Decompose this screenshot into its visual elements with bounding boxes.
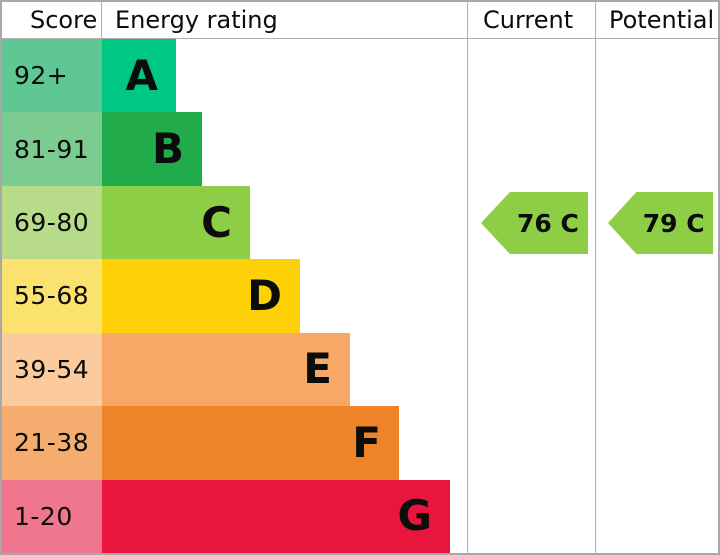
band-row-f: 21-38 F xyxy=(2,406,718,480)
column-divider-current xyxy=(467,2,468,553)
score-range-f: 21-38 xyxy=(2,406,102,480)
band-row-a: 92+ A xyxy=(2,39,718,113)
band-letter-b: B xyxy=(151,124,184,174)
band-row-c: 69-80 C xyxy=(2,185,718,260)
rating-bar-e: E xyxy=(102,332,350,407)
band-letter-g: G xyxy=(397,491,432,541)
score-range-e: 39-54 xyxy=(2,332,102,407)
band-letter-e: E xyxy=(303,344,332,394)
score-range-b: 81-91 xyxy=(2,112,102,186)
score-range-c: 69-80 xyxy=(2,185,102,260)
rating-bar-d: D xyxy=(102,259,300,333)
score-range-d: 55-68 xyxy=(2,259,102,333)
band-letter-c: C xyxy=(201,197,232,247)
header-potential: Potential xyxy=(609,6,715,34)
band-row-d: 55-68 D xyxy=(2,259,718,333)
column-divider-potential xyxy=(595,2,596,553)
header-energy-rating: Energy rating xyxy=(115,6,278,34)
rating-bar-g: G xyxy=(102,479,450,553)
bands-area: 92+ A 81-91 B 69-80 C 55-68 D 39-54 E 21… xyxy=(2,39,718,553)
rating-bar-b: B xyxy=(102,112,202,186)
band-letter-a: A xyxy=(125,50,158,100)
rating-bar-c: C xyxy=(102,185,250,260)
score-range-a: 92+ xyxy=(2,39,102,113)
band-letter-d: D xyxy=(247,270,282,320)
score-range-g: 1-20 xyxy=(2,479,102,553)
band-letter-f: F xyxy=(352,417,381,467)
band-row-g: 1-20 G xyxy=(2,479,718,553)
band-row-b: 81-91 B xyxy=(2,112,718,186)
table-header: Score Energy rating Current Potential xyxy=(2,2,718,39)
rating-bar-f: F xyxy=(102,406,399,480)
header-score: Score xyxy=(2,2,102,38)
rating-bar-a: A xyxy=(102,39,176,113)
band-row-e: 39-54 E xyxy=(2,332,718,407)
header-current: Current xyxy=(483,6,574,34)
current-rating-value: 76 C xyxy=(516,208,579,238)
potential-rating-value: 79 C xyxy=(642,208,705,238)
